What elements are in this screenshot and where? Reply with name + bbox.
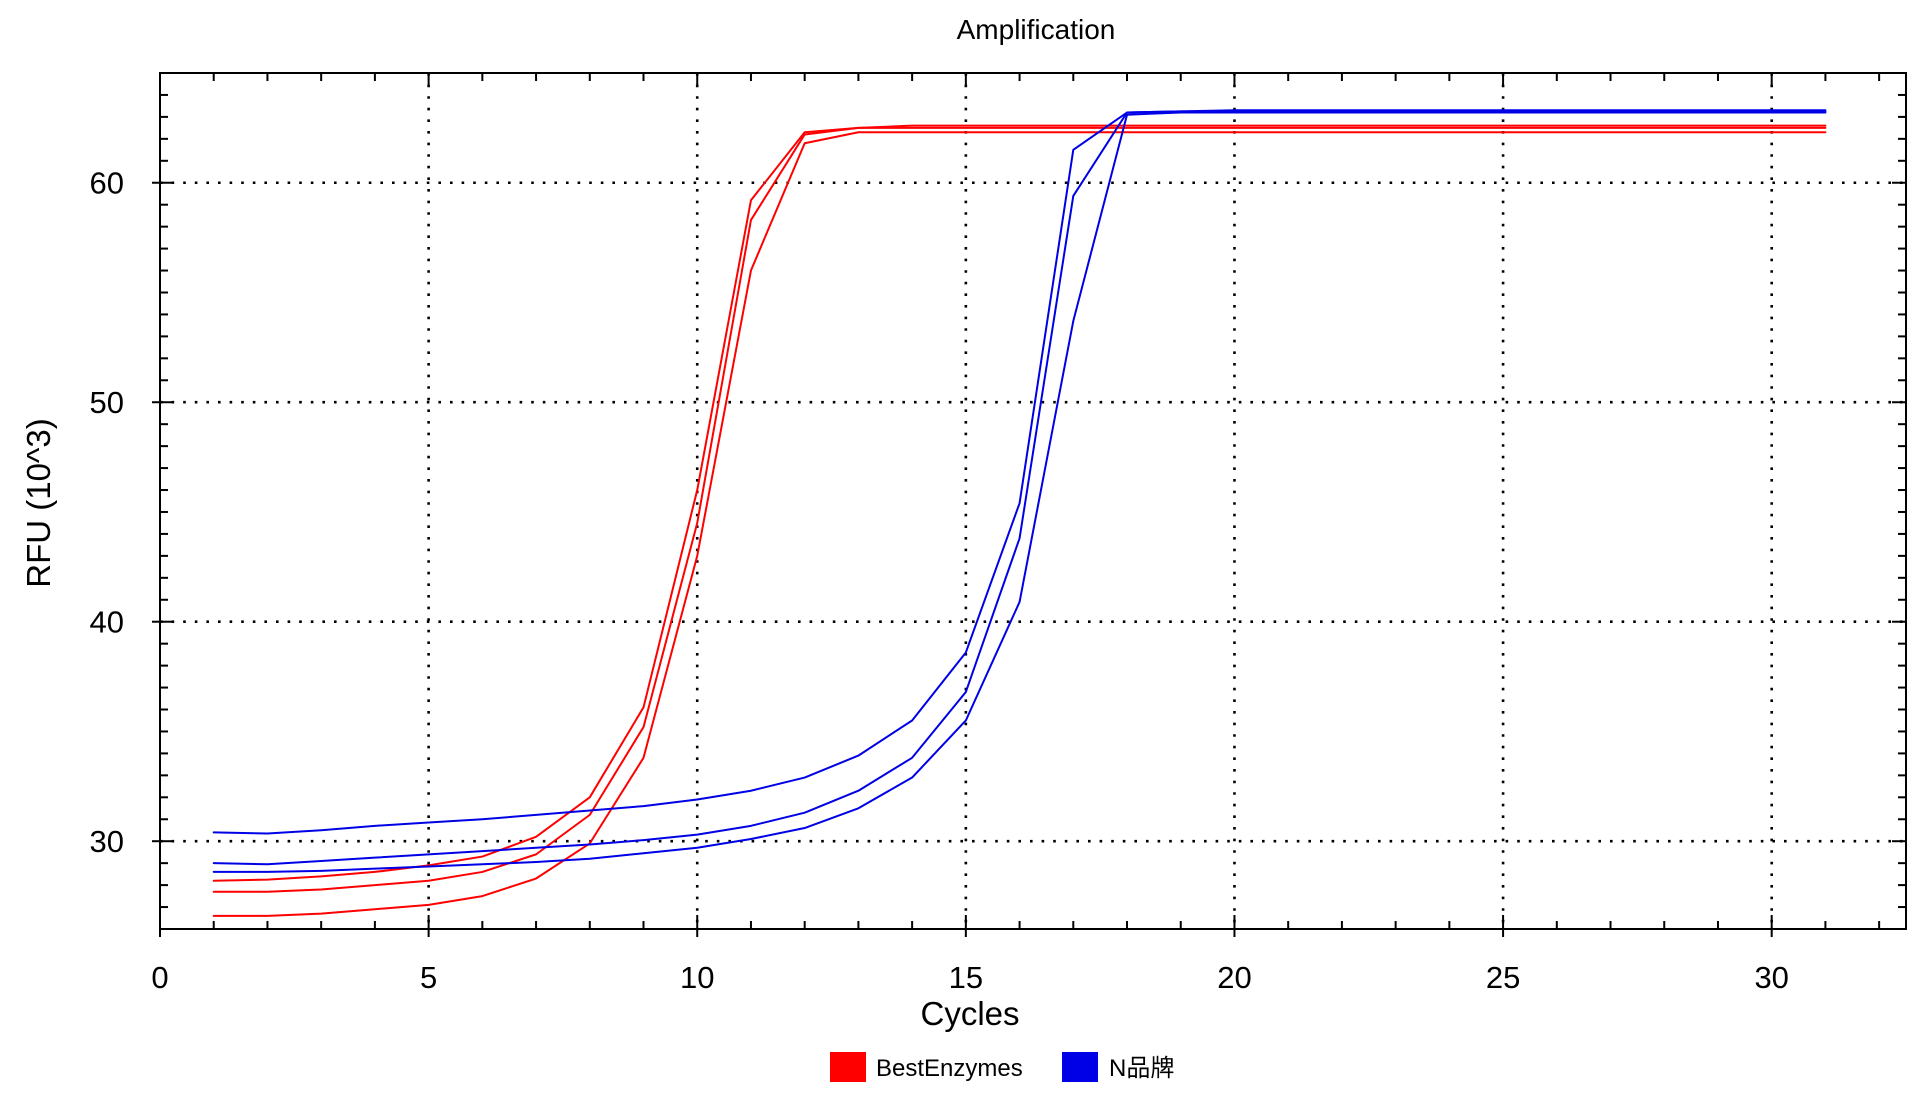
series-line-n-brand-3: [212, 111, 1827, 873]
legend-swatch: [830, 1052, 866, 1082]
legend-label: N品牌: [1109, 1055, 1174, 1082]
x-axis-label: Cycles: [920, 995, 1019, 1032]
series-lines: [212, 109, 1827, 917]
legend: BestEnzymes N品牌: [830, 1052, 1174, 1082]
x-tick-label: 25: [1486, 960, 1520, 995]
x-tick-label: 0: [151, 960, 168, 995]
series-line-bestenzymes-2: [212, 124, 1827, 893]
series-line-n-brand-2: [212, 110, 1827, 866]
y-tick-label: 40: [90, 605, 124, 640]
series-line-bestenzymes-3: [212, 131, 1827, 917]
x-tick-label: 15: [949, 960, 983, 995]
legend-swatch: [1062, 1052, 1098, 1082]
y-tick-label: 50: [90, 385, 124, 420]
grid: [160, 73, 1906, 929]
x-tick-label: 30: [1754, 960, 1788, 995]
series-line-n-brand-1: [212, 109, 1827, 835]
axes: 0 5 10 15 20 25 30 30 40 50 60: [90, 72, 1907, 995]
x-tick-label: 5: [420, 960, 437, 995]
series-line-bestenzymes-1: [212, 126, 1827, 882]
y-axis-label: RFU (10^3): [20, 418, 57, 588]
legend-label: BestEnzymes: [876, 1055, 1023, 1082]
chart-title: Amplification: [957, 14, 1116, 45]
x-tick-label: 20: [1217, 960, 1251, 995]
y-tick-label: 30: [90, 824, 124, 859]
x-tick-label: 10: [680, 960, 714, 995]
y-tick-label: 60: [90, 166, 124, 201]
plot-frame: [159, 72, 1907, 930]
